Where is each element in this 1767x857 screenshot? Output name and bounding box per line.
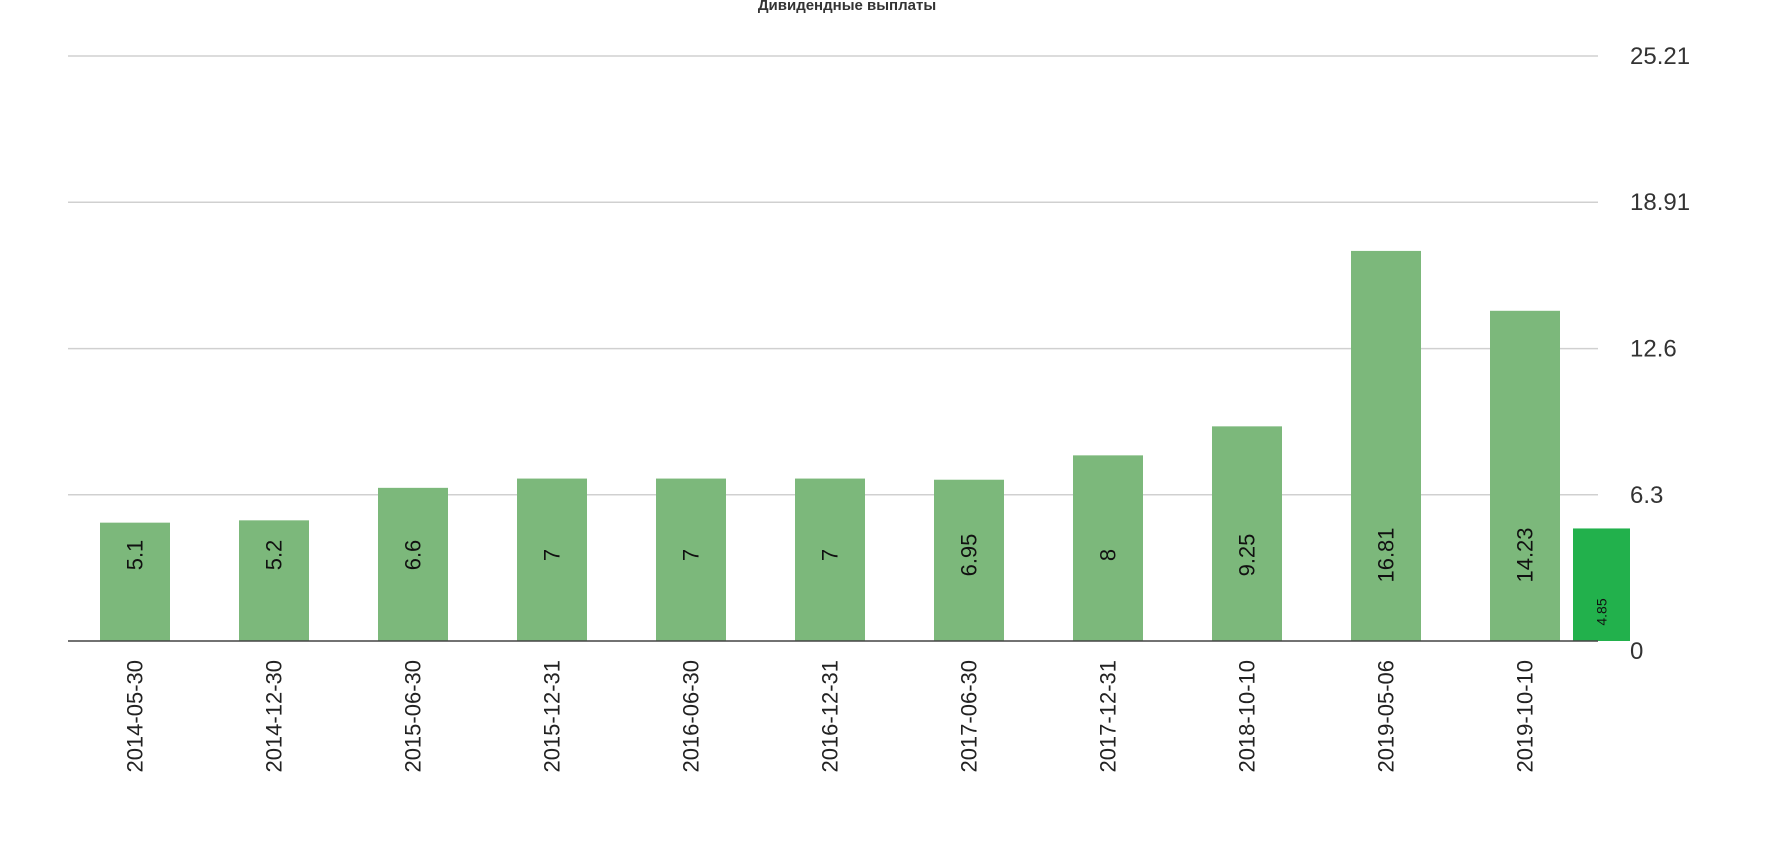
x-tick-label: 2019-05-06 xyxy=(1374,660,1399,773)
bar-value-label: 14.23 xyxy=(1513,527,1538,582)
bar-value-labels: 5.1 5.2 6.6 7 7 7 6.95 8 9.25 16.81 14.23 4.85 xyxy=(123,527,1610,625)
bar-value-label: 5.1 xyxy=(123,540,148,571)
x-tick-label: 2015-12-31 xyxy=(540,660,565,773)
bar xyxy=(1490,310,1560,641)
y-tick-label: 12.6 xyxy=(1630,336,1677,363)
bar xyxy=(934,479,1004,641)
x-tick-label: 2015-06-30 xyxy=(401,660,426,773)
y-tick-label: 6.3 xyxy=(1630,482,1663,509)
bar xyxy=(1351,250,1421,641)
bar xyxy=(656,478,726,641)
extra-bar xyxy=(1573,528,1630,641)
bar xyxy=(1073,455,1143,641)
bar xyxy=(1212,426,1282,641)
x-tick-label: 2017-06-30 xyxy=(957,660,982,773)
bars xyxy=(100,250,1630,641)
x-tick-label: 2019-10-10 xyxy=(1513,660,1538,773)
x-tick-label: 2018-10-10 xyxy=(1235,660,1260,773)
bar-value-label: 7 xyxy=(540,549,565,561)
x-tick-label: 2014-12-30 xyxy=(262,660,287,773)
x-tick-label: 2014-05-30 xyxy=(123,660,148,773)
bar xyxy=(239,520,309,641)
bar xyxy=(100,522,170,641)
bar-value-label: 7 xyxy=(818,549,843,561)
bar-value-label: 9.25 xyxy=(1235,534,1260,577)
bar xyxy=(795,478,865,641)
y-tick-label: 18.91 xyxy=(1630,189,1690,216)
x-tick-label: 2016-06-30 xyxy=(679,660,704,773)
bar-value-label: 6.6 xyxy=(401,540,426,571)
extra-bar-value-label: 4.85 xyxy=(1594,598,1610,625)
bar-value-label: 8 xyxy=(1096,549,1121,561)
y-tick-label: 0 xyxy=(1630,638,1643,665)
y-axis: 0 6.3 12.6 18.91 25.21 xyxy=(1630,43,1690,665)
bar-value-label: 6.95 xyxy=(957,534,982,577)
y-tick-label: 25.21 xyxy=(1630,43,1690,70)
bar-value-label: 7 xyxy=(679,549,704,561)
bar xyxy=(517,478,587,641)
chart-title: Дивидендные выплаты xyxy=(758,0,936,14)
bar-value-label: 16.81 xyxy=(1374,527,1399,582)
x-tick-label: 2016-12-31 xyxy=(818,660,843,773)
bar-value-label: 5.2 xyxy=(262,540,287,571)
x-axis: 2014-05-30 2014-12-30 2015-06-30 2015-12-31… xyxy=(68,640,1598,773)
x-tick-label: 2017-12-31 xyxy=(1096,660,1121,773)
bar xyxy=(378,487,448,641)
